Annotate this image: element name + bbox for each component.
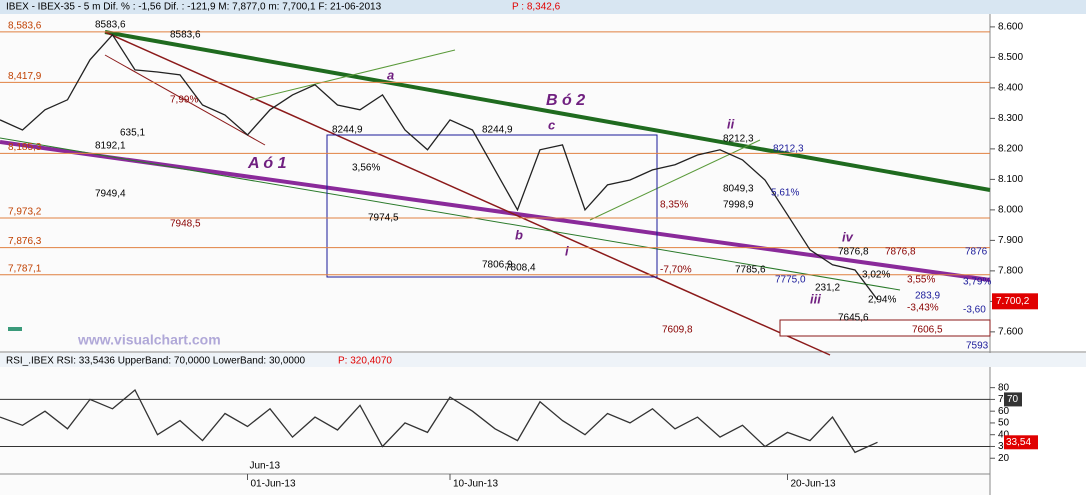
y-tick-label: 40 bbox=[998, 429, 1010, 440]
current-price-box bbox=[992, 293, 1038, 310]
trend-line bbox=[0, 137, 901, 291]
annotation: 635,1 bbox=[120, 128, 145, 139]
y-tick-label: 20 bbox=[998, 453, 1010, 464]
x-tick-label: 20-Jun-13 bbox=[791, 479, 836, 490]
annotation: 8212,3 bbox=[773, 144, 804, 155]
y-tick-label: 7.800 bbox=[998, 266, 1023, 277]
y-tick-label: 80 bbox=[998, 382, 1010, 393]
channel-line bbox=[249, 49, 456, 101]
annotation: 8244,9 bbox=[332, 125, 363, 136]
annotation: 7775,0 bbox=[775, 275, 806, 286]
annotation: 231,2 bbox=[815, 283, 840, 294]
month-label: Jun-13 bbox=[250, 461, 281, 472]
upper-band-label: 70 bbox=[1007, 394, 1019, 405]
annotation: 2,94% bbox=[868, 295, 896, 306]
annotation: 7948,5 bbox=[170, 219, 201, 230]
trend-line bbox=[104, 54, 266, 146]
annotation: 8192,1 bbox=[95, 141, 126, 152]
upper-band-box bbox=[1004, 392, 1022, 407]
y-tick-label: 8.000 bbox=[998, 205, 1023, 216]
annotation: 7785,6 bbox=[735, 265, 766, 276]
trend-line bbox=[0, 140, 991, 282]
annotation: B ó 2 bbox=[546, 92, 585, 109]
annotation: 7806,9 bbox=[482, 260, 513, 271]
annotation: iv bbox=[842, 229, 854, 244]
annotation: 7949,4 bbox=[95, 189, 126, 200]
annotation: 5,61% bbox=[771, 188, 799, 199]
annotation: -3,43% bbox=[907, 303, 939, 314]
y-tick-label: 60 bbox=[998, 406, 1010, 417]
y-tick-label: 8.300 bbox=[998, 113, 1023, 124]
y-tick-label: 7.600 bbox=[998, 327, 1023, 338]
annotation: b bbox=[515, 227, 523, 242]
annotation: A ó 1 bbox=[247, 155, 287, 172]
rsi-header-price: P: 320,4070 bbox=[338, 356, 392, 367]
rsi-header: RSI_.IBEX RSI: 33,5436 UpperBand: 70,000… bbox=[6, 356, 306, 367]
box bbox=[326, 134, 658, 278]
annotation: 7593 bbox=[966, 341, 989, 352]
icon bbox=[8, 327, 22, 331]
annotation: 8212,3 bbox=[723, 134, 754, 145]
y-tick-label: 8.100 bbox=[998, 174, 1023, 185]
watermark: www.visualchart.com bbox=[77, 332, 221, 348]
x-tick-label: 01-Jun-13 bbox=[251, 479, 296, 490]
annotation: c bbox=[548, 117, 556, 132]
annotation: 8049,3 bbox=[723, 184, 754, 195]
annotation: 3,55% bbox=[907, 275, 935, 286]
annotation: 7606,5 bbox=[912, 325, 943, 336]
trend-line bbox=[104, 30, 991, 192]
annotation: 3,79% bbox=[963, 277, 991, 288]
level-label: 7,876,3 bbox=[8, 236, 42, 247]
annotation: 8244,9 bbox=[482, 125, 513, 136]
annotation: 7974,5 bbox=[368, 213, 399, 224]
y-tick-label: 30 bbox=[998, 441, 1010, 452]
annotation: 8583,6 bbox=[95, 20, 126, 31]
level-label: 8,583,6 bbox=[8, 21, 42, 32]
annotation: 3,02% bbox=[862, 270, 890, 281]
y-tick-label: 8.500 bbox=[998, 52, 1023, 63]
y-tick-label: 50 bbox=[998, 418, 1010, 429]
rsi-current-label: 33,54 bbox=[1006, 437, 1031, 448]
annotation: -3,60 bbox=[963, 305, 986, 316]
header: IBEX - IBEX-35 - 5 m Dif. % : -1,56 Dif.… bbox=[6, 2, 382, 13]
annotation: a bbox=[387, 67, 394, 82]
x-tick-label: 10-Jun-13 bbox=[453, 479, 498, 490]
annotation: -7,70% bbox=[660, 265, 692, 276]
annotation: 8583,6 bbox=[170, 30, 201, 41]
level-label: 7,973,2 bbox=[8, 207, 42, 218]
y-tick-label: 8.200 bbox=[998, 144, 1023, 155]
annotation: 283,9 bbox=[915, 291, 940, 302]
annotation: 7876,8 bbox=[838, 247, 869, 258]
level-label: 8,185,3 bbox=[8, 142, 42, 153]
annotation: 3,56% bbox=[352, 163, 380, 174]
annotation: 7645,6 bbox=[838, 313, 869, 324]
y-tick-label: 8.600 bbox=[998, 22, 1023, 33]
y-tick-label: 70 bbox=[998, 394, 1010, 405]
trend-line bbox=[104, 31, 831, 356]
header-price: P : 8,342,6 bbox=[512, 2, 561, 13]
annotation: ii bbox=[727, 116, 735, 131]
annotation: 7,99% bbox=[170, 95, 198, 106]
annotation: 7876 bbox=[965, 247, 988, 258]
y-tick-label: 8.400 bbox=[998, 83, 1023, 94]
annotation: 8,35% bbox=[660, 200, 688, 211]
annotation: i bbox=[565, 243, 569, 258]
annotation: 7876,8 bbox=[885, 247, 916, 258]
series-line bbox=[0, 33, 879, 301]
annotation: iii bbox=[810, 291, 821, 306]
rsi-header-bar bbox=[0, 353, 1086, 367]
annotation: 7998,9 bbox=[723, 200, 754, 211]
rsi-current-box bbox=[1004, 435, 1038, 450]
level-label: 8,417,9 bbox=[8, 71, 42, 82]
y-tick-label: 7.900 bbox=[998, 235, 1023, 246]
box bbox=[779, 319, 991, 337]
level-label: 7,787,1 bbox=[8, 263, 42, 274]
series-line bbox=[0, 388, 878, 454]
current-price-label: 7.700,2 bbox=[996, 296, 1030, 307]
header-bar bbox=[0, 0, 1086, 14]
annotation: 7609,8 bbox=[662, 325, 693, 336]
annotation: 7808,4 bbox=[505, 263, 536, 274]
